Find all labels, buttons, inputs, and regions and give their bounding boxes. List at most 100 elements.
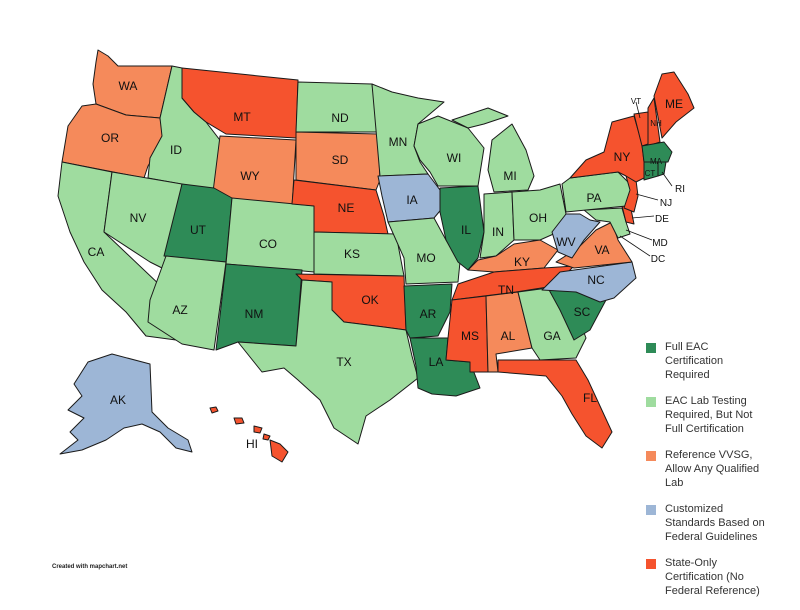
legend-label: Reference VVSG, Allow Any Qualified Lab [665, 448, 759, 490]
state-hi [209, 406, 289, 463]
leader-line-dc [619, 235, 651, 257]
us-map: WA OR CA ID NV MT WY UT AZ CO NM ND SD NE KS OK TX MN IA MO… [57, 49, 695, 463]
state-label-nh: NH [650, 119, 662, 128]
state-label-nm: NM [245, 307, 264, 321]
map-credit: Created with mapchart.net [52, 564, 128, 570]
state-label-mn: MN [389, 135, 408, 149]
state-labels: WA OR CA ID NV MT WY UT AZ CO NM ND SD NE KS OK TX MN IA MO… [88, 79, 685, 451]
state-label-in: IN [492, 225, 504, 239]
state-label-al: AL [501, 329, 516, 343]
legend-label-line: Federal Reference) [665, 585, 760, 597]
legend-item-custom: Customized Standards Based on Federal Guid… [646, 502, 796, 544]
state-label-ca: CA [88, 245, 105, 259]
legend-swatch [646, 397, 656, 407]
legend-label-line: Certification [665, 355, 724, 367]
state-label-or: OR [101, 131, 119, 145]
state-label-wa: WA [119, 79, 138, 93]
legend-label: Full EAC Certification Required [665, 340, 723, 382]
state-label-tx: TX [336, 355, 351, 369]
state-label-nj: NJ [660, 198, 672, 209]
state-label-ar: AR [420, 307, 437, 321]
leader-line-md [625, 229, 653, 241]
state-ny [569, 115, 645, 183]
state-label-ms: MS [461, 329, 479, 343]
leader-line-vt [635, 101, 641, 119]
state-label-md: MD [652, 238, 668, 249]
state-label-tn: TN [498, 283, 514, 297]
legend-label-line: Federal Guidelines [665, 531, 758, 543]
state-label-mi: MI [503, 169, 516, 183]
leader-line-nj [635, 193, 659, 201]
state-fl [497, 359, 613, 449]
state-ar [403, 283, 453, 339]
state-wi [413, 115, 485, 187]
state-label-ut: UT [190, 223, 207, 237]
state-label-pa: PA [586, 191, 601, 205]
legend-item-vvsg: Reference VVSG, Allow Any Qualified Lab [646, 448, 796, 490]
state-label-hi: HI [246, 437, 258, 451]
state-label-fl: FL [583, 391, 597, 405]
state-label-wi: WI [447, 151, 462, 165]
state-label-ia: IA [406, 193, 417, 207]
state-or [61, 103, 165, 179]
state-label-mo: MO [416, 251, 435, 265]
state-label-vt: VT [631, 97, 641, 106]
state-nc [541, 261, 637, 303]
state-mo [387, 217, 461, 285]
state-ri [657, 161, 667, 177]
state-label-ct: CT [645, 169, 656, 178]
legend-swatch [646, 505, 656, 515]
state-mi [451, 107, 535, 193]
state-label-ny: NY [614, 150, 631, 164]
legend-label-line: Lab [665, 477, 684, 489]
legend-swatch [646, 451, 656, 461]
legend-label-line: Full EAC [665, 341, 709, 353]
state-label-sd: SD [332, 153, 349, 167]
state-tx [237, 279, 419, 445]
state-label-de: DE [655, 214, 669, 225]
state-label-ma: MA [650, 157, 663, 166]
legend-label: State-Only Certification (No Federal Refer… [665, 556, 760, 598]
state-label-wy: WY [240, 169, 259, 183]
state-label-ga: GA [543, 329, 560, 343]
state-label-nd: ND [331, 111, 349, 125]
leader-line-ri [661, 171, 673, 187]
legend-label-line: Standards Based on [665, 517, 765, 529]
legend-label-line: Reference VVSG, [665, 449, 753, 461]
state-wv [551, 213, 601, 259]
legend-label: EAC Lab Testing Required, But Not Full Cer… [665, 394, 752, 436]
legend-item-state-only: State-Only Certification (No Federal Refer… [646, 556, 796, 598]
legend-swatch [646, 343, 656, 353]
state-label-va: VA [594, 243, 609, 257]
state-label-co: CO [259, 237, 277, 251]
legend-label-line: Customized [665, 503, 724, 515]
state-label-dc: DC [651, 254, 665, 265]
state-label-mt: MT [233, 110, 251, 124]
state-label-la: LA [429, 355, 444, 369]
legend-label-line: Allow Any Qualified [665, 463, 760, 475]
state-nh [647, 97, 661, 147]
legend-swatch [646, 559, 656, 569]
state-label-nv: NV [130, 211, 147, 225]
state-label-ne: NE [338, 201, 355, 215]
state-label-ri: RI [675, 184, 685, 195]
state-label-id: ID [170, 143, 182, 157]
legend-label-line: Certification (No [665, 571, 744, 583]
legend-label-line: Full Certification [665, 423, 744, 435]
state-label-az: AZ [172, 303, 187, 317]
state-label-ks: KS [344, 247, 360, 261]
state-nv [103, 171, 183, 271]
state-label-ok: OK [361, 293, 378, 307]
legend-label-line: State-Only [665, 557, 717, 569]
state-co [225, 197, 317, 273]
legend: Full EAC Certification Required EAC Lab Tes… [646, 340, 796, 610]
state-label-sc: SC [574, 305, 591, 319]
state-me [653, 71, 695, 139]
legend-item-full-eac: Full EAC Certification Required [646, 340, 796, 382]
label-leader-lines [619, 101, 673, 257]
legend-label-line: Required [665, 369, 710, 381]
state-sd [295, 131, 381, 191]
state-ak [59, 353, 193, 455]
state-label-il: IL [461, 223, 471, 237]
state-label-ky: KY [514, 255, 530, 269]
